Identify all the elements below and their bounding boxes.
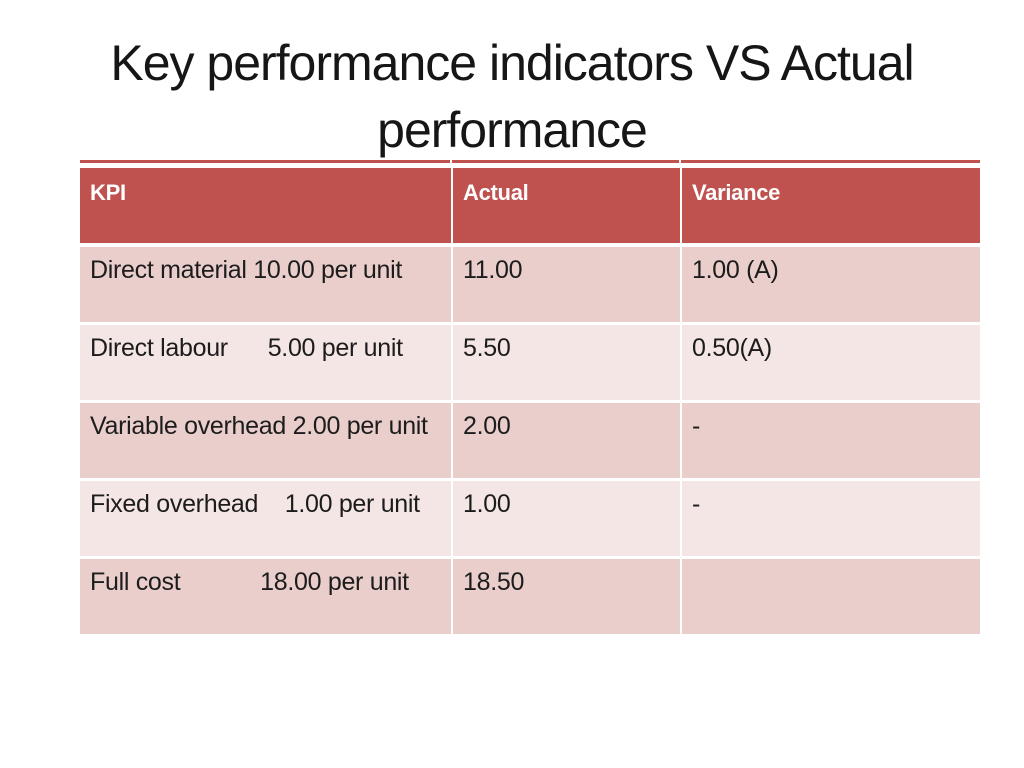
- table-top-border-segment-kpi: [80, 160, 450, 163]
- table-top-border-segment-actual: [452, 160, 679, 163]
- table-row-direct-labour: Direct labour 5.00 per unit 5.50 0.50(A): [80, 323, 980, 403]
- cell-kpi: Direct labour 5.00 per unit: [80, 323, 453, 403]
- column-header-actual: Actual: [452, 168, 682, 247]
- cell-variance: [681, 557, 980, 637]
- cell-variance: 1.00 (A): [681, 245, 980, 325]
- table-header-row: KPI Actual Variance: [80, 168, 980, 247]
- slide-title: Key performance indicators VS Actual per…: [0, 30, 1024, 164]
- cell-variance: -: [681, 479, 980, 559]
- cell-kpi: Fixed overhead 1.00 per unit: [80, 479, 453, 559]
- table-row-direct-material: Direct material 10.00 per unit 11.00 1.0…: [80, 245, 980, 325]
- table-row-full-cost: Full cost 18.00 per unit 18.50: [80, 557, 980, 637]
- cell-kpi: Variable overhead 2.00 per unit: [80, 401, 453, 481]
- table-row-variable-overhead: Variable overhead 2.00 per unit 2.00 -: [80, 401, 980, 481]
- cell-actual: 11.00: [452, 245, 682, 325]
- cell-kpi: Direct material 10.00 per unit: [80, 245, 453, 325]
- kpi-vs-actual-table-block: KPI Actual Variance Direct material 10.0…: [80, 160, 980, 637]
- cell-actual: 18.50: [452, 557, 682, 637]
- cell-actual: 1.00: [452, 479, 682, 559]
- cell-kpi: Full cost 18.00 per unit: [80, 557, 453, 637]
- table-row-fixed-overhead: Fixed overhead 1.00 per unit 1.00 -: [80, 479, 980, 559]
- column-header-variance: Variance: [681, 168, 980, 247]
- column-header-kpi: KPI: [80, 168, 453, 247]
- kpi-table: KPI Actual Variance Direct material 10.0…: [80, 168, 980, 637]
- cell-variance: -: [681, 401, 980, 481]
- cell-actual: 2.00: [452, 401, 682, 481]
- cell-actual: 5.50: [452, 323, 682, 403]
- table-top-border: [80, 160, 980, 163]
- cell-variance: 0.50(A): [681, 323, 980, 403]
- slide-title-line-1: Key performance indicators VS Actual: [110, 35, 914, 91]
- table-top-border-segment-variance: [681, 160, 980, 163]
- slide-title-line-2: performance: [377, 102, 648, 158]
- table-top-border-gap: [80, 163, 980, 168]
